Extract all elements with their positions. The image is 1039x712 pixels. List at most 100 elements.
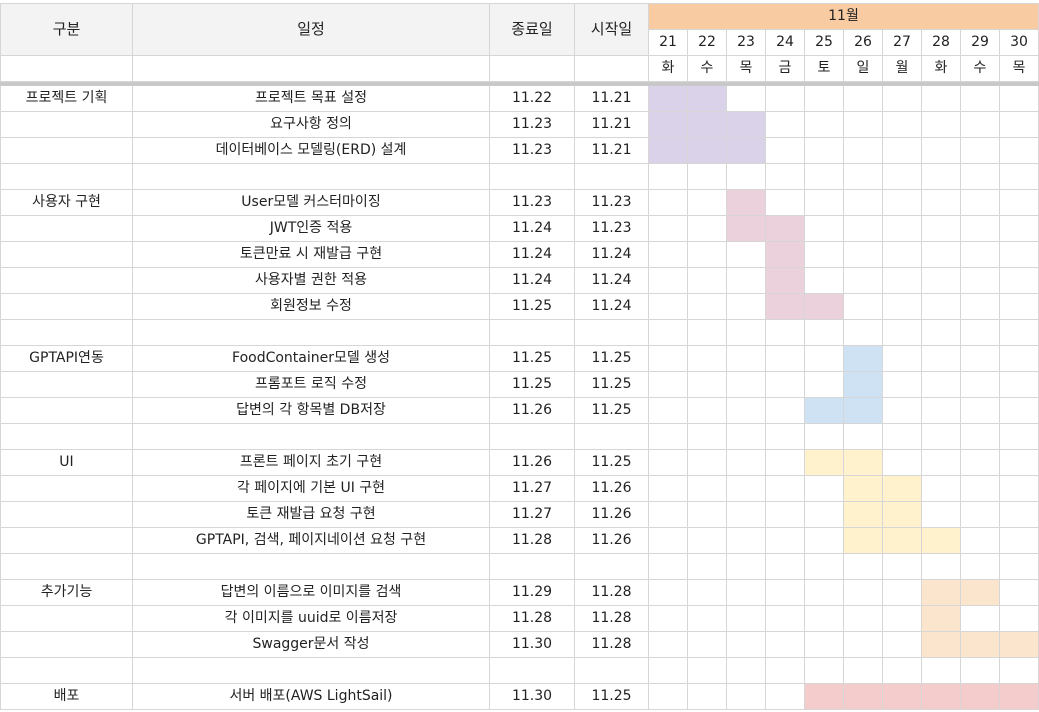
gantt-cell-27[interactable] — [882, 215, 922, 242]
header-weekday-21[interactable]: 화 — [648, 55, 688, 82]
gantt-cell-27[interactable] — [882, 111, 922, 138]
gantt-cell-22[interactable] — [687, 501, 727, 528]
gantt-cell-30[interactable] — [999, 189, 1039, 216]
start-date-cell[interactable]: 11.28 — [574, 605, 649, 632]
header-weekday-29[interactable]: 수 — [960, 55, 1000, 82]
end-date-cell[interactable]: 11.24 — [489, 267, 575, 294]
start-date-cell[interactable]: 11.23 — [574, 189, 649, 216]
gantt-bar-cell-26[interactable] — [843, 475, 883, 502]
gantt-cell-27[interactable] — [882, 189, 922, 216]
header-blank-cell[interactable] — [0, 55, 133, 82]
gantt-bar-cell-26[interactable] — [843, 527, 883, 554]
gantt-cell-25[interactable] — [804, 553, 844, 580]
gantt-cell-27[interactable] — [882, 267, 922, 294]
gantt-bar-cell-28[interactable] — [921, 605, 961, 632]
gantt-bar-cell-23[interactable] — [726, 111, 766, 138]
gantt-cell-25[interactable] — [804, 241, 844, 268]
gantt-cell-24[interactable] — [765, 631, 805, 658]
end-date-cell[interactable]: 11.25 — [489, 293, 575, 320]
end-date-cell[interactable]: 11.25 — [489, 371, 575, 398]
gantt-cell-24[interactable] — [765, 319, 805, 346]
gantt-bar-cell-28[interactable] — [921, 527, 961, 554]
gantt-cell-23[interactable] — [726, 631, 766, 658]
gantt-cell-30[interactable] — [999, 579, 1039, 606]
gantt-cell-21[interactable] — [648, 501, 688, 528]
end-date-cell[interactable] — [489, 657, 575, 684]
gantt-cell-22[interactable] — [687, 319, 727, 346]
header-end-date[interactable]: 종료일 — [489, 3, 575, 56]
gantt-cell-22[interactable] — [687, 527, 727, 554]
gantt-cell-28[interactable] — [921, 85, 961, 112]
header-day-28[interactable]: 28 — [921, 29, 961, 56]
gantt-cell-28[interactable] — [921, 397, 961, 424]
header-weekday-30[interactable]: 목 — [999, 55, 1039, 82]
gantt-cell-26[interactable] — [843, 163, 883, 190]
gantt-cell-21[interactable] — [648, 215, 688, 242]
category-cell[interactable] — [0, 371, 133, 398]
gantt-cell-26[interactable] — [843, 137, 883, 164]
gantt-cell-23[interactable] — [726, 527, 766, 554]
gantt-cell-27[interactable] — [882, 345, 922, 372]
start-date-cell[interactable]: 11.24 — [574, 267, 649, 294]
gantt-cell-22[interactable] — [687, 345, 727, 372]
header-weekday-23[interactable]: 목 — [726, 55, 766, 82]
gantt-cell-28[interactable] — [921, 345, 961, 372]
gantt-cell-21[interactable] — [648, 345, 688, 372]
gantt-cell-25[interactable] — [804, 631, 844, 658]
header-category[interactable]: 구분 — [0, 3, 133, 56]
gantt-cell-29[interactable] — [960, 293, 1000, 320]
gantt-cell-24[interactable] — [765, 371, 805, 398]
end-date-cell[interactable]: 11.30 — [489, 683, 575, 710]
end-date-cell[interactable]: 11.23 — [489, 189, 575, 216]
gantt-cell-23[interactable] — [726, 371, 766, 398]
task-cell[interactable]: JWT인증 적용 — [132, 215, 490, 242]
gantt-cell-28[interactable] — [921, 553, 961, 580]
gantt-cell-26[interactable] — [843, 189, 883, 216]
start-date-cell[interactable]: 11.25 — [574, 449, 649, 476]
gantt-cell-23[interactable] — [726, 345, 766, 372]
gantt-cell-25[interactable] — [804, 137, 844, 164]
gantt-cell-22[interactable] — [687, 397, 727, 424]
task-cell[interactable]: 사용자별 권한 적용 — [132, 267, 490, 294]
start-date-cell[interactable]: 11.24 — [574, 293, 649, 320]
start-date-cell[interactable]: 11.26 — [574, 501, 649, 528]
category-cell[interactable] — [0, 267, 133, 294]
gantt-cell-23[interactable] — [726, 163, 766, 190]
gantt-cell-23[interactable] — [726, 85, 766, 112]
gantt-cell-30[interactable] — [999, 85, 1039, 112]
gantt-cell-21[interactable] — [648, 293, 688, 320]
gantt-cell-21[interactable] — [648, 163, 688, 190]
header-blank-cell[interactable] — [132, 55, 490, 82]
gantt-cell-27[interactable] — [882, 631, 922, 658]
gantt-cell-26[interactable] — [843, 631, 883, 658]
gantt-cell-23[interactable] — [726, 241, 766, 268]
header-weekday-25[interactable]: 토 — [804, 55, 844, 82]
gantt-cell-30[interactable] — [999, 397, 1039, 424]
gantt-cell-23[interactable] — [726, 267, 766, 294]
gantt-cell-26[interactable] — [843, 85, 883, 112]
gantt-cell-22[interactable] — [687, 371, 727, 398]
gantt-cell-24[interactable] — [765, 657, 805, 684]
header-weekday-28[interactable]: 화 — [921, 55, 961, 82]
gantt-cell-28[interactable] — [921, 111, 961, 138]
gantt-bar-cell-26[interactable] — [843, 501, 883, 528]
end-date-cell[interactable]: 11.24 — [489, 241, 575, 268]
gantt-cell-23[interactable] — [726, 423, 766, 450]
gantt-cell-26[interactable] — [843, 215, 883, 242]
category-cell[interactable]: 사용자 구현 — [0, 189, 133, 216]
gantt-cell-27[interactable] — [882, 553, 922, 580]
end-date-cell[interactable]: 11.23 — [489, 137, 575, 164]
gantt-cell-23[interactable] — [726, 449, 766, 476]
gantt-cell-23[interactable] — [726, 579, 766, 606]
end-date-cell[interactable]: 11.30 — [489, 631, 575, 658]
gantt-cell-29[interactable] — [960, 449, 1000, 476]
gantt-cell-21[interactable] — [648, 553, 688, 580]
gantt-cell-29[interactable] — [960, 371, 1000, 398]
start-date-cell[interactable] — [574, 319, 649, 346]
gantt-cell-29[interactable] — [960, 267, 1000, 294]
task-cell[interactable]: Swagger문서 작성 — [132, 631, 490, 658]
end-date-cell[interactable]: 11.24 — [489, 215, 575, 242]
gantt-cell-29[interactable] — [960, 605, 1000, 632]
gantt-bar-cell-26[interactable] — [843, 683, 883, 710]
gantt-cell-24[interactable] — [765, 345, 805, 372]
